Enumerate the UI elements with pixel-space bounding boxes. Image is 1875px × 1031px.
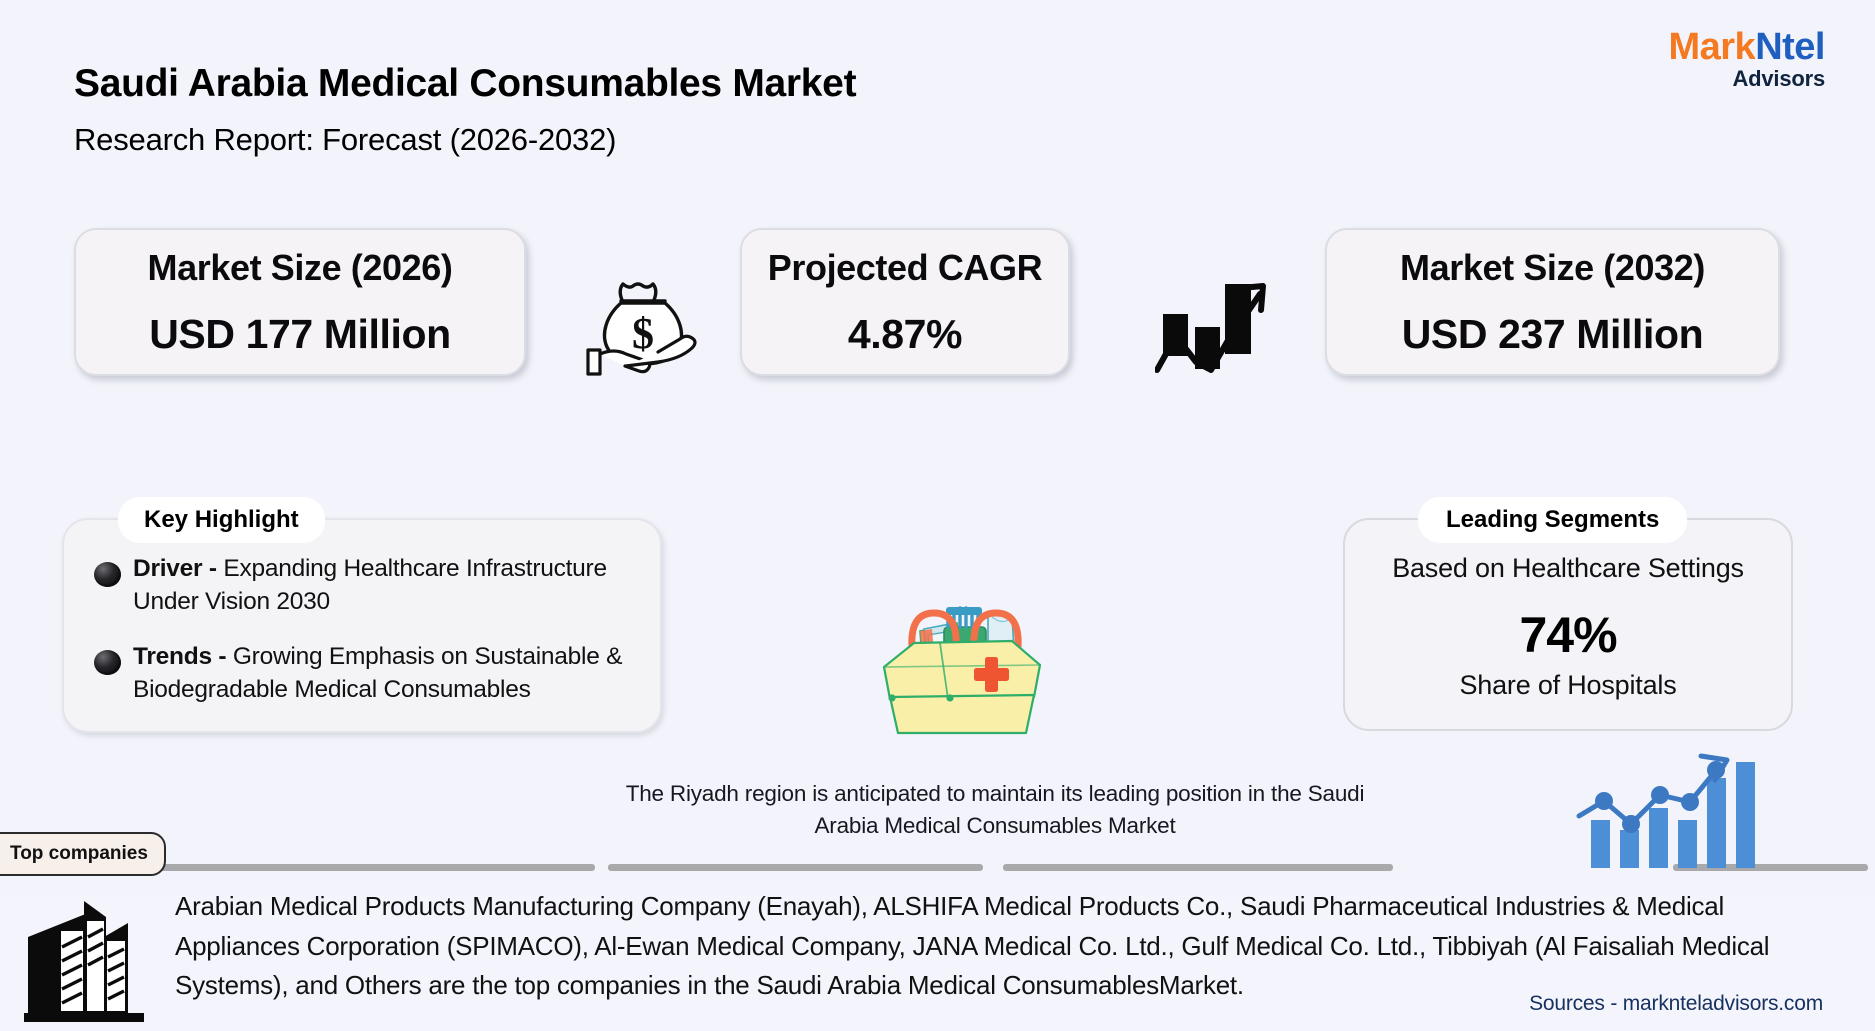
key-highlight-card: Driver - Expanding Healthcare Infrastruc… <box>62 518 662 733</box>
page-title: Saudi Arabia Medical Consumables Market <box>74 62 857 105</box>
stat-label: Market Size (2026) <box>147 246 453 288</box>
top-companies-text: Arabian Medical Products Manufacturing C… <box>175 891 1770 1001</box>
divider-segment <box>152 864 595 871</box>
medical-kit-illustration <box>862 585 1062 740</box>
top-companies-badge: Top companies <box>0 832 166 876</box>
key-highlight-term: Trends - <box>133 643 227 670</box>
office-buildings-icon <box>24 895 144 1025</box>
stat-label: Projected CAGR <box>767 246 1043 288</box>
key-highlight-body: Expanding Healthcare Infrastructure Unde… <box>133 555 607 615</box>
bar-line-chart-icon <box>1575 750 1755 868</box>
header: Saudi Arabia Medical Consumables Market … <box>0 0 1875 175</box>
key-highlight-item: Driver - Expanding Healthcare Infrastruc… <box>94 553 650 619</box>
sources-label: Sources - marknteladvisors.com <box>1529 992 1823 1015</box>
logo-tagline: Advisors <box>1732 66 1825 91</box>
money-bag-in-hand-icon: $ <box>580 270 700 380</box>
stat-card-market-size-2032: Market Size (2032) USD 237 Million <box>1325 228 1780 376</box>
stat-value: USD 237 Million <box>1401 310 1704 357</box>
logo-ntel-text: Ntel <box>1755 26 1825 68</box>
key-highlight-term: Driver - <box>133 555 217 582</box>
divider-segment <box>1003 864 1393 871</box>
key-highlight-text: Trends - Growing Emphasis on Sustainable… <box>133 641 650 707</box>
bottom-companies-band <box>0 894 1875 1031</box>
leading-segments-percent: 74% <box>1519 607 1617 663</box>
key-highlight-badge: Key Highlight <box>118 497 325 543</box>
stat-value: USD 177 Million <box>149 310 451 357</box>
stat-value: 4.87% <box>847 310 963 357</box>
leading-segments-badge: Leading Segments <box>1418 497 1688 543</box>
svg-text:$: $ <box>632 309 654 358</box>
bullet-sphere-icon <box>94 650 121 675</box>
key-highlight-text: Driver - Expanding Healthcare Infrastruc… <box>133 553 650 619</box>
growth-bar-arrow-icon <box>1154 272 1275 377</box>
logo-wordmark: MarkNtel <box>1668 28 1825 66</box>
leading-segments-card: Based on Healthcare Settings 74% Share o… <box>1343 518 1793 731</box>
divider-segment <box>608 864 983 871</box>
bullet-sphere-icon <box>94 562 121 587</box>
stat-card-market-size-2026: Market Size (2026) USD 177 Million <box>74 228 526 376</box>
stat-label: Market Size (2032) <box>1400 246 1705 288</box>
stat-card-projected-cagr: Projected CAGR 4.87% <box>740 228 1070 376</box>
logo-mark-text: Mark <box>1668 26 1756 68</box>
page-subtitle: Research Report: Forecast (2026-2032) <box>74 122 617 157</box>
leading-segments-note: Share of Hospitals <box>1459 670 1677 700</box>
leading-segments-basis: Based on Healthcare Settings <box>1392 553 1744 583</box>
key-highlight-item: Trends - Growing Emphasis on Sustainable… <box>94 641 650 707</box>
key-highlight-body: Growing Emphasis on Sustainable & Biodeg… <box>133 643 623 703</box>
center-caption: The Riyadh region is anticipated to main… <box>625 781 1365 838</box>
brand-logo[interactable]: MarkNtel Advisors <box>1668 28 1825 90</box>
divider-segment <box>1673 864 1868 871</box>
